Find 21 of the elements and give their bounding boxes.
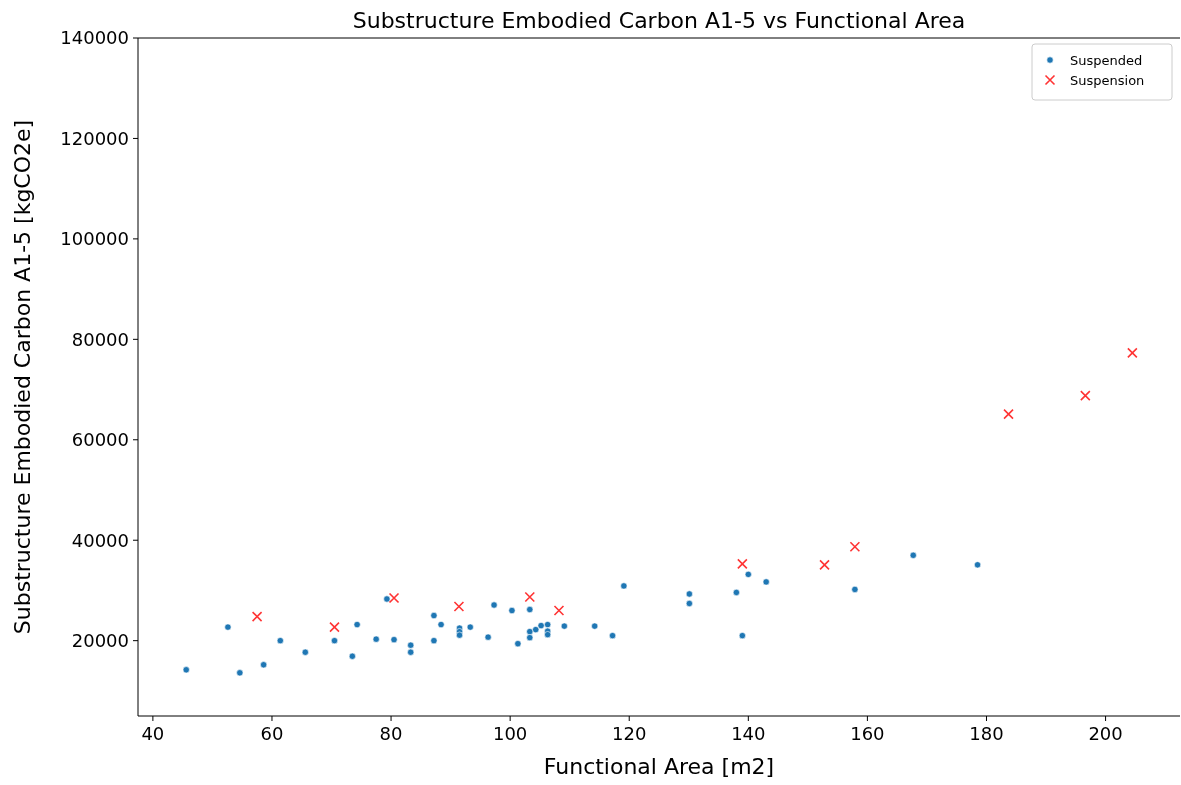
x-tick-label: 180 [969, 723, 1004, 744]
y-tick-label: 80000 [71, 328, 129, 350]
x-tick-label: 40 [141, 723, 165, 744]
x-tick-label: 200 [1088, 723, 1123, 744]
legend-label: Suspended [1070, 52, 1143, 68]
y-tick-label: 120000 [60, 127, 129, 149]
y-axis-title: Substructure Embodied Carbon A1-5 [kgCO2e] [10, 119, 35, 635]
x-tick-label: 140 [731, 723, 766, 744]
y-tick-label: 60000 [71, 429, 129, 451]
chart-title: Substructure Embodied Carbon A1-5 vs Functional Area [352, 8, 966, 33]
y-tick-label: 140000 [60, 27, 129, 49]
legend-label: Suspension [1070, 72, 1145, 88]
y-tick-label: 20000 [71, 629, 129, 651]
x-axis-title: Functional Area [m2] [543, 754, 775, 779]
y-tick-label: 40000 [71, 529, 129, 551]
x-tick-label: 100 [492, 723, 528, 744]
x-tick-label: 120 [612, 723, 647, 744]
x-tick-label: 160 [850, 723, 885, 744]
x-tick-label: 60 [260, 723, 284, 744]
y-tick-label: 100000 [60, 228, 129, 250]
x-tick-label: 80 [379, 723, 403, 744]
